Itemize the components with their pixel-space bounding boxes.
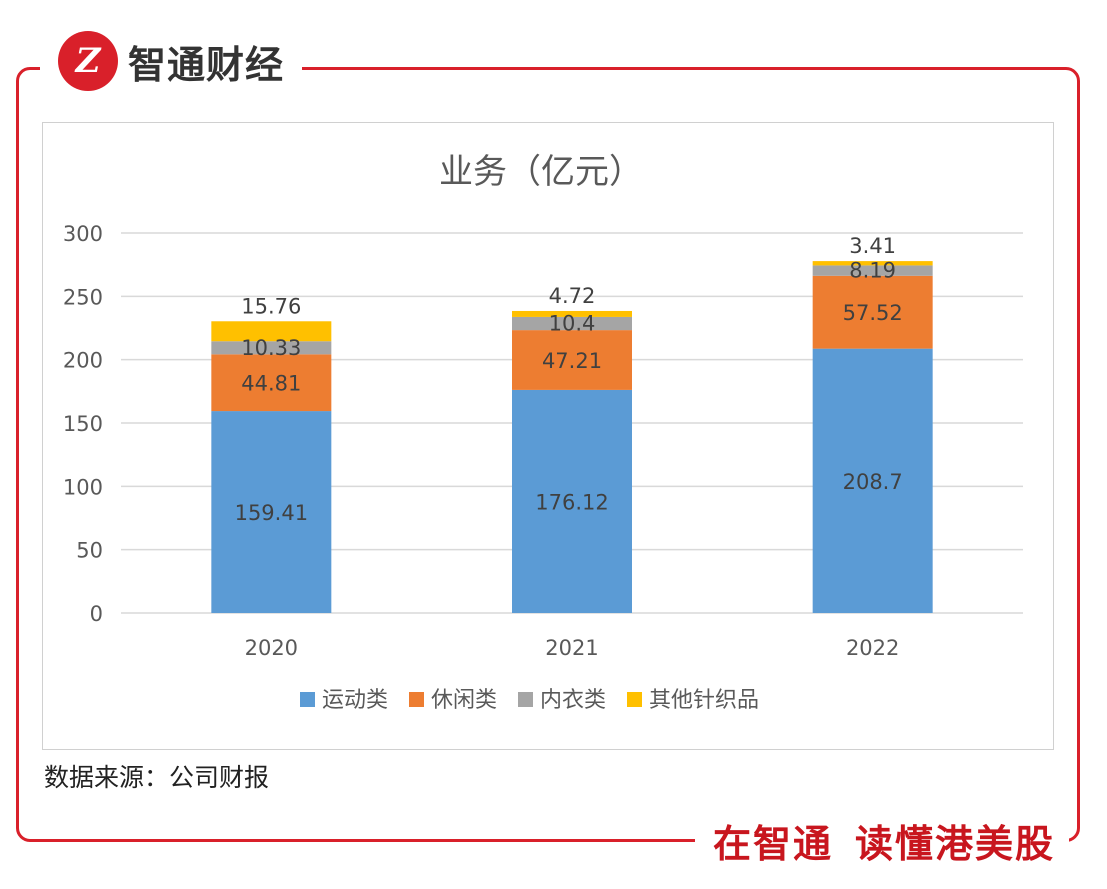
bar-segment	[211, 341, 332, 355]
data-label: 44.81	[241, 372, 301, 396]
slogan: 在智通 读懂港美股	[694, 810, 1069, 870]
legend-label: 其他针织品	[649, 688, 759, 713]
legend-label: 休闲类	[431, 688, 497, 713]
chart-title: 业务（亿元）	[439, 152, 643, 192]
x-tick-label: 2021	[545, 636, 598, 660]
legend-swatch	[409, 692, 424, 707]
data-label: 159.41	[235, 501, 308, 525]
slogan-part-1: 在智通	[712, 821, 833, 866]
slogan-part-2: 读懂港美股	[854, 821, 1055, 866]
x-tick-label: 2020	[245, 636, 298, 660]
y-tick-label: 100	[63, 475, 103, 499]
brand-name: 智通财经	[128, 42, 285, 87]
legend-swatch	[300, 692, 315, 707]
data-label: 3.41	[849, 234, 896, 258]
legend-swatch	[627, 692, 642, 707]
bar-segment	[812, 348, 933, 613]
y-tick-label: 200	[63, 349, 103, 373]
bar-segment	[512, 316, 632, 331]
chart-panel: 业务（亿元） 0 50 100 150 200 250 300 159.41 44.81 10.…	[42, 122, 1054, 750]
data-label: 57.52	[843, 301, 903, 325]
brand-logo: Z 智通财经	[40, 18, 303, 104]
data-label: 8.19	[849, 259, 896, 283]
data-label: 15.76	[241, 294, 301, 318]
legend-label: 运动类	[322, 688, 388, 713]
data-label: 10.4	[549, 312, 596, 336]
data-label: 176.12	[535, 490, 608, 514]
data-label: 47.21	[542, 349, 602, 373]
y-tick-label: 250	[63, 285, 103, 309]
data-label: 208.7	[843, 470, 903, 494]
bar-segment	[512, 330, 632, 390]
red-frame	[16, 67, 1080, 842]
logo-mark: Z	[58, 31, 118, 91]
data-source-note: 数据来源：公司财报	[44, 763, 270, 792]
bar-segment	[211, 411, 332, 613]
bar-segment	[512, 310, 632, 317]
x-tick-label: 2022	[846, 636, 899, 660]
y-tick-label: 0	[90, 602, 103, 626]
y-tick-label: 150	[63, 412, 103, 436]
bar-segment	[812, 265, 933, 276]
stacked-bar-chart: 业务（亿元） 0 50 100 150 200 250 300 159.41 44.81 10.…	[63, 152, 1023, 713]
data-label: 4.72	[549, 284, 596, 308]
data-label: 10.33	[241, 336, 301, 360]
bar-segment	[211, 354, 332, 412]
bar-segment	[211, 321, 332, 342]
bar-segment	[812, 261, 933, 266]
y-tick-label: 300	[63, 222, 103, 246]
legend-swatch	[518, 692, 533, 707]
y-tick-label: 50	[76, 539, 103, 563]
bar-segment	[812, 275, 933, 349]
bar-segment	[512, 389, 632, 613]
legend-label: 内衣类	[540, 688, 606, 713]
